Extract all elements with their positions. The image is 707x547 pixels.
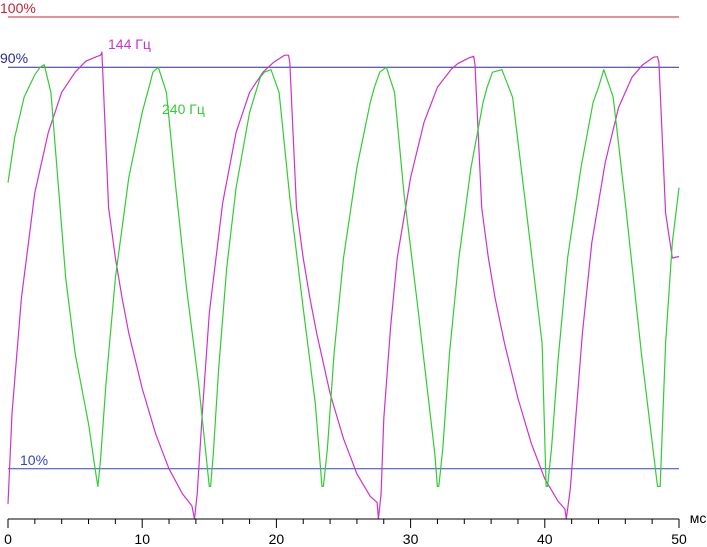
x-tick-label: 30 [403,531,419,547]
x-tick-label: 40 [537,531,553,547]
reference-lines [8,16,679,470]
x-axis-ticks [7,519,680,528]
x-axis: 0 10 20 30 40 50 мс [4,510,706,547]
series-label-144hz: 144 Гц [108,36,151,52]
series-line-240hz [7,64,680,487]
series-lines [7,51,680,520]
x-tick-label: 50 [671,531,687,547]
series-label-240hz: 240 Гц [162,101,205,117]
series-line-144hz [7,51,680,520]
series-labels: 144 Гц 240 Гц [108,36,205,117]
reference-label-10pct: 10% [20,452,48,468]
x-tick-label: 10 [134,531,150,547]
x-axis-tick-labels: 0 10 20 30 40 50 [4,531,687,547]
x-tick-label: 20 [269,531,285,547]
reference-label-100pct: 100% [0,0,36,16]
x-axis-label: мс [690,510,707,526]
x-tick-label: 0 [4,531,12,547]
reference-labels: 100% 90% 10% [0,0,48,468]
reference-label-90pct: 90% [0,50,28,66]
